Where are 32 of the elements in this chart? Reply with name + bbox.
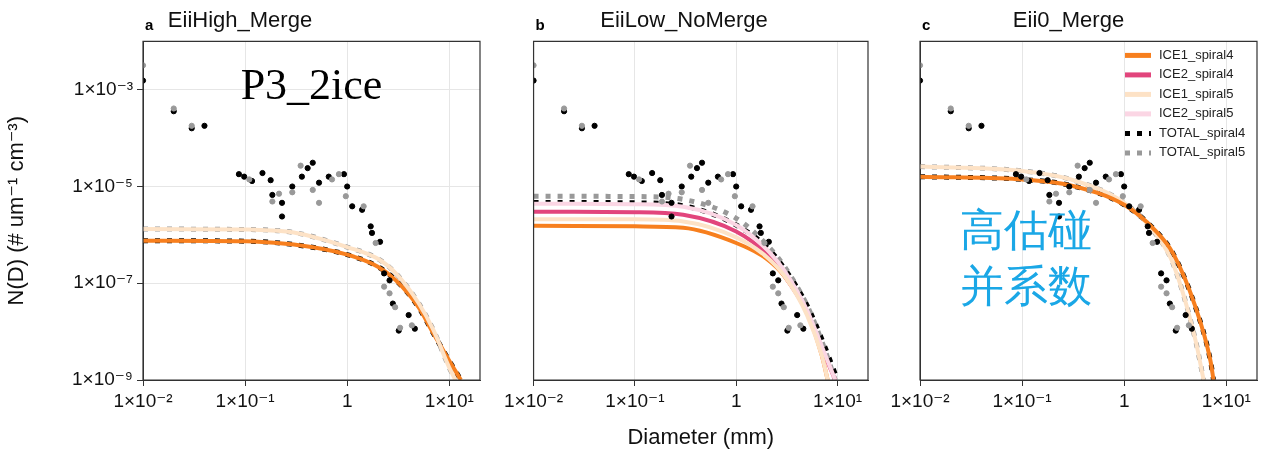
x-tick-label: 1×10⁻² bbox=[890, 389, 950, 411]
legend-label: ICE1_spiral4 bbox=[1159, 46, 1234, 62]
legend-label: ICE1_spiral5 bbox=[1159, 85, 1234, 101]
y-tick-label: 1×10⁻⁹ bbox=[72, 368, 133, 390]
x-tick-label: 1×10⁻² bbox=[113, 389, 173, 411]
text: a bbox=[145, 16, 154, 33]
legend-label: TOTAL_spiral4 bbox=[1159, 124, 1246, 140]
x-tick-label: 1 bbox=[1118, 389, 1130, 411]
y-tick-label: 1×10⁻⁷ bbox=[73, 271, 134, 293]
legend-label: ICE2_spiral5 bbox=[1159, 105, 1234, 121]
x-tick-label: 1 bbox=[341, 389, 353, 411]
text: c bbox=[922, 16, 931, 33]
chart-title: Eii0_Merge bbox=[1012, 7, 1125, 33]
x-tick-label: 1×10¹ bbox=[424, 389, 474, 411]
x-tick-label: 1×10¹ bbox=[1201, 389, 1251, 411]
y-tick-label: 1×10⁻⁵ bbox=[72, 174, 133, 196]
annotation: P3_2ice bbox=[240, 59, 383, 109]
x-tick-label: 1×10⁻¹ bbox=[605, 389, 665, 411]
chart-title: EiiLow_NoMerge bbox=[600, 7, 768, 33]
x-tick-label: 1×10⁻² bbox=[504, 389, 564, 411]
chart-title: EiiHigh_Merge bbox=[167, 7, 313, 33]
y-axis-title: N(D) (# um⁻¹ cm⁻³) bbox=[3, 115, 29, 306]
y-tick-label: 1×10⁻³ bbox=[73, 78, 133, 100]
x-axis-title: Diameter (mm) bbox=[627, 423, 775, 449]
x-tick-label: 1×10¹ bbox=[812, 389, 863, 411]
legend-label: TOTAL_spiral5 bbox=[1159, 144, 1246, 160]
x-tick-label: 1×10⁻¹ bbox=[215, 389, 275, 411]
text: b bbox=[535, 16, 545, 33]
annotation: 高估碰并系数 bbox=[960, 203, 1093, 311]
x-tick-label: 1×10⁻¹ bbox=[992, 389, 1052, 411]
legend-label: ICE2_spiral4 bbox=[1159, 66, 1234, 82]
x-tick-label: 1 bbox=[730, 389, 742, 411]
